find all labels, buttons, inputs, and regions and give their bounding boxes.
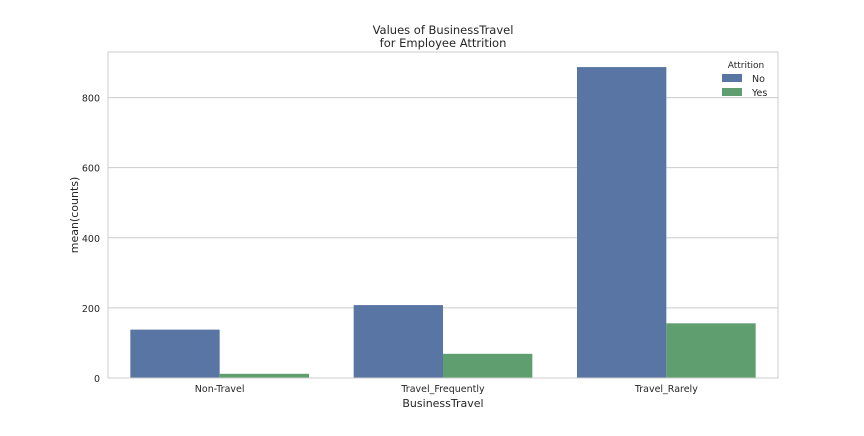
y-tick-label: 200 — [82, 304, 100, 315]
y-tick-label: 400 — [82, 234, 100, 245]
legend-label-yes: Yes — [751, 88, 767, 99]
bar-yes-non-travel — [219, 373, 309, 378]
y-tick-label: 600 — [82, 164, 100, 175]
legend: Attrition No Yes — [722, 61, 767, 99]
x-tick-label: Travel_Frequently — [400, 384, 485, 395]
plot-area: 0 200 400 600 800 Non-Travel Travel_Frequently… — [82, 51, 779, 395]
bar-yes-travel-frequently — [443, 353, 533, 378]
x-axis-label: BusinessTravel — [402, 397, 483, 410]
bar-no-non-travel — [130, 329, 220, 378]
bar-yes-travel-rarely — [666, 323, 756, 378]
bar-no-travel-rarely — [577, 67, 667, 378]
bar-no-travel-frequently — [353, 305, 443, 378]
x-tick-label: Travel_Rarely — [634, 384, 698, 395]
x-tick-label: Non-Travel — [195, 384, 245, 395]
legend-title: Attrition — [728, 61, 765, 71]
chart-title-line-1: Values of BusinessTravel — [373, 23, 514, 37]
plot-frame — [107, 51, 779, 379]
y-axis-label: mean(counts) — [68, 177, 81, 254]
legend-swatch-no — [722, 74, 742, 82]
y-tick-label: 800 — [82, 94, 100, 105]
legend-label-no: No — [752, 74, 765, 85]
legend-swatch-yes — [722, 88, 742, 96]
y-tick-label: 0 — [94, 374, 100, 385]
chart-title-line-2: for Employee Attrition — [380, 36, 507, 50]
